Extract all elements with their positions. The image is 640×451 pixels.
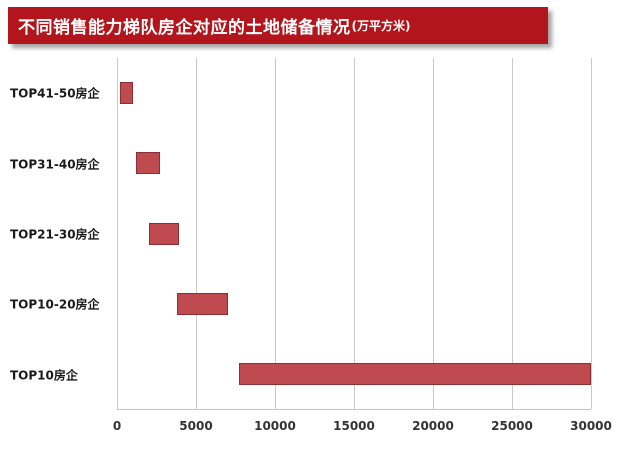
x-tick-label: 25000 bbox=[491, 419, 533, 433]
gridline bbox=[274, 58, 276, 409]
x-tick-label: 0 bbox=[112, 419, 122, 433]
x-tick-label: 15000 bbox=[333, 419, 375, 433]
plot-area bbox=[117, 58, 592, 410]
x-tick-label: 20000 bbox=[412, 419, 454, 433]
range-bar bbox=[135, 152, 160, 175]
range-bar bbox=[120, 82, 133, 105]
y-axis-label: TOP31-40房企 bbox=[10, 157, 100, 172]
range-bar bbox=[148, 222, 179, 245]
chart-title-banner: 不同销售能力梯队房企对应的土地储备情况 (万平方米) bbox=[8, 7, 548, 44]
y-axis-label: TOP21-30房企 bbox=[10, 227, 100, 242]
gridline bbox=[354, 58, 355, 409]
y-axis-label: TOP41-50房企 bbox=[10, 86, 100, 101]
gridline bbox=[432, 58, 434, 409]
y-axis-label: TOP10-20房企 bbox=[10, 297, 100, 312]
gridline bbox=[591, 58, 592, 409]
chart-title: 不同销售能力梯队房企对应的土地储备情况 bbox=[18, 18, 351, 38]
x-axis: 0 5000 10000 15000 20000 25000 30000 bbox=[113, 419, 612, 439]
gridline bbox=[117, 58, 118, 409]
x-tick-label: 5000 bbox=[179, 419, 213, 433]
range-bar bbox=[177, 292, 228, 315]
gridline bbox=[512, 58, 513, 409]
x-tick-label: 30000 bbox=[570, 419, 612, 433]
range-bar bbox=[238, 362, 591, 385]
y-axis-label: TOP10房企 bbox=[10, 368, 78, 383]
gridline bbox=[195, 58, 197, 409]
y-axis-labels: TOP41-50房企 TOP31-40房企 TOP21-30房企 TOP10-20房企… bbox=[10, 58, 114, 410]
x-tick-label: 10000 bbox=[254, 419, 296, 433]
chart-title-unit: (万平方米) bbox=[351, 19, 411, 33]
